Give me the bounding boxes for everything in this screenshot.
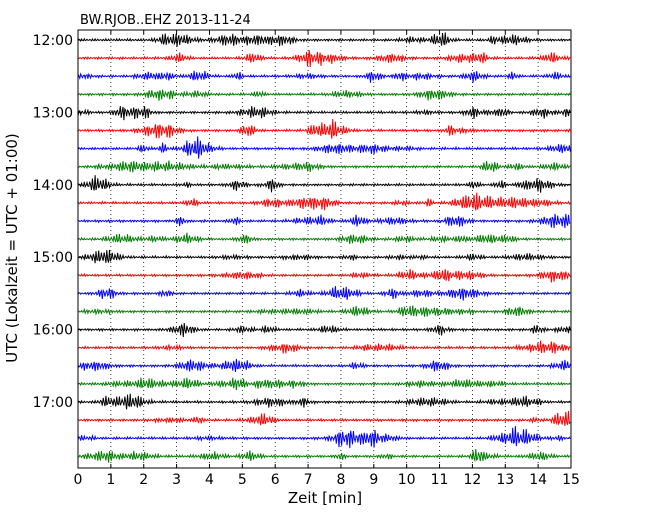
x-tick-label: 14 (529, 472, 547, 488)
trace-line (77, 249, 571, 264)
x-tick-label: 9 (369, 472, 378, 488)
x-tick-label: 3 (172, 472, 181, 488)
x-axis-ticks: 0 1 2 3 4 5 6 7 8 9 10 11 12 13 14 15 (74, 30, 580, 488)
y-tick-label: 16:00 (33, 323, 73, 339)
trace-line (77, 269, 571, 283)
trace-line (77, 305, 571, 317)
x-tick-label: 0 (74, 472, 83, 488)
trace-line (77, 175, 571, 193)
x-tick-label: 15 (562, 472, 580, 488)
trace-line (77, 192, 571, 211)
trace-line (77, 136, 571, 159)
y-tick-label: 13:00 (33, 105, 73, 121)
x-tick-label: 11 (431, 472, 449, 488)
trace-line (77, 213, 571, 229)
trace-line (77, 118, 571, 139)
x-tick-label: 6 (271, 472, 280, 488)
y-tick-label: 17:00 (33, 395, 73, 411)
trace-line (77, 32, 571, 47)
trace-line (77, 322, 571, 338)
y-tick-label: 14:00 (33, 178, 73, 194)
trace-line (77, 70, 571, 83)
y-tick-label: 15:00 (33, 250, 73, 266)
x-tick-label: 5 (238, 472, 247, 488)
x-tick-label: 4 (205, 472, 214, 488)
x-tick-label: 2 (139, 472, 148, 488)
plot-frame (77, 29, 572, 469)
trace-line (77, 89, 571, 101)
x-tick-label: 1 (106, 472, 115, 488)
trace-line (77, 377, 571, 390)
trace-line (77, 448, 571, 463)
x-tick-label: 8 (336, 472, 345, 488)
trace-line (77, 286, 571, 301)
trace-line (77, 105, 571, 121)
trace-line (77, 340, 571, 354)
chart-title: BW.RJOB..EHZ 2013-11-24 (80, 13, 251, 28)
x-tick-label: 7 (304, 472, 313, 488)
trace-line (77, 358, 571, 372)
seismic-traces (77, 32, 571, 463)
trace-line (77, 393, 571, 410)
trace-line (77, 50, 571, 68)
x-tick-label: 12 (463, 472, 481, 488)
trace-line (77, 160, 571, 173)
x-tick-label: 13 (496, 472, 514, 488)
x-tick-label: 10 (398, 472, 416, 488)
y-tick-label: 12:00 (33, 33, 73, 49)
y-axis-ticks: 12:00 13:00 14:00 15:00 16:00 17:00 (33, 33, 571, 411)
y-axis-label: UTC (Lokalzeit = UTC + 01:00) (3, 133, 21, 363)
trace-line (77, 232, 571, 244)
trace-line (77, 426, 571, 449)
x-axis-label: Zeit [min] (288, 489, 362, 507)
trace-line (77, 410, 571, 427)
